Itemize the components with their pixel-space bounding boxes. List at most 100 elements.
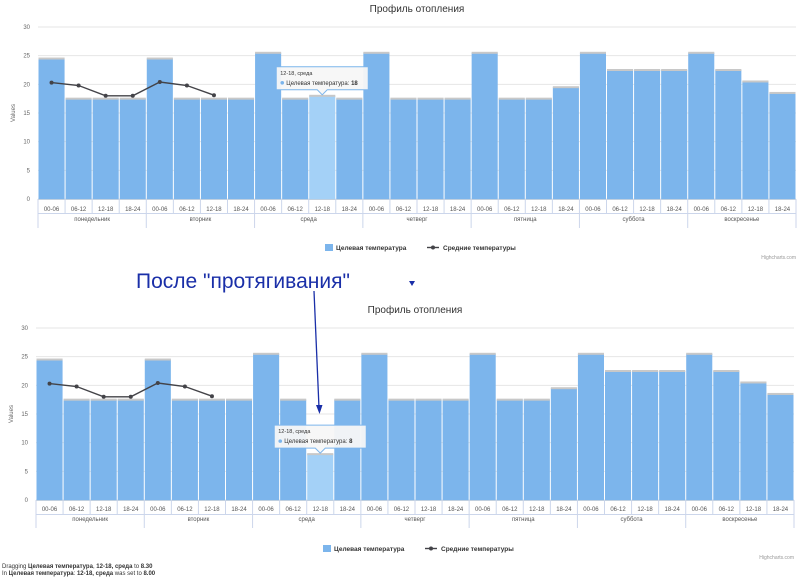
average-point	[103, 93, 108, 98]
y-tick-label: 30	[23, 25, 30, 31]
y-tick-label: 5	[27, 168, 31, 174]
x-tick-label: 12-18	[98, 207, 114, 213]
chart-title: Профиль отопления	[368, 304, 463, 316]
chart-title: Профиль отопления	[370, 3, 465, 15]
y-tick-label: 10	[23, 140, 30, 146]
bar	[146, 58, 173, 200]
bar	[552, 87, 579, 199]
bar	[65, 98, 92, 199]
x-tick-label: 00-06	[42, 507, 58, 513]
bar	[173, 98, 200, 199]
x-tick-label: 00-06	[475, 507, 491, 513]
x-tick-label: 18-24	[558, 207, 574, 213]
bar	[442, 399, 469, 500]
x-tick-label: 06-12	[179, 207, 195, 213]
tooltip: 12-18, среда Целевая температура: 18	[275, 66, 369, 96]
bar	[198, 399, 225, 500]
average-point	[130, 93, 135, 98]
bar-drag-handle	[579, 51, 606, 54]
bar-drag-handle	[469, 352, 496, 355]
bar-drag-handle	[523, 398, 550, 401]
legend-swatch-bars	[325, 244, 333, 251]
x-tick-label: 18-24	[125, 207, 141, 213]
bar-drag-handle	[119, 97, 146, 100]
legend-swatch-bars	[323, 545, 331, 552]
bar	[471, 52, 498, 199]
x-tick-label: 12-18	[96, 507, 112, 513]
bar	[525, 98, 552, 199]
legend: Целевая температура Средние температуры	[325, 244, 516, 252]
bar-drag-handle	[444, 97, 471, 100]
x-tick-label: 00-06	[692, 507, 708, 513]
bar-drag-handle	[363, 51, 390, 54]
bar-drag-handle	[713, 370, 740, 372]
bar-drag-handle	[498, 97, 525, 100]
bar-drag-handle	[659, 370, 686, 372]
bar-drag-handle	[686, 352, 713, 355]
y-tick-label: 15	[23, 111, 30, 117]
x-group-label: четверг	[405, 517, 427, 523]
y-tick-label: 20	[23, 82, 30, 88]
bar-drag-handle	[632, 370, 659, 372]
bar	[280, 399, 307, 500]
x-tick-label: 00-06	[477, 207, 493, 213]
bar-drag-handle	[171, 398, 198, 401]
x-tick-label: 18-24	[773, 507, 789, 513]
x-tick-label: 18-24	[664, 507, 680, 513]
bar	[742, 81, 769, 199]
bar-drag-handle	[92, 97, 119, 100]
x-tick-label: 06-12	[610, 507, 626, 513]
bar-drag-handle	[253, 352, 280, 355]
legend-label: Средние температуры	[443, 245, 516, 252]
x-tick-label: 00-06	[367, 507, 383, 513]
x-group-label: вторник	[190, 217, 212, 223]
bar	[388, 399, 415, 500]
bar	[769, 92, 796, 199]
bar-drag-handle	[117, 398, 144, 401]
average-point	[49, 80, 54, 85]
x-group-label: понедельник	[72, 517, 108, 523]
bar-drag-handle	[336, 97, 363, 100]
y-tick-label: 5	[25, 469, 29, 475]
bar	[226, 399, 253, 500]
bar-drag-handle	[552, 86, 579, 89]
tooltip-value: 8	[349, 439, 353, 445]
x-group-label: суббота	[622, 217, 645, 223]
bar-drag-handle	[605, 370, 632, 372]
bar-drag-handle	[36, 358, 63, 361]
legend-label: Средние температуры	[441, 546, 514, 553]
tooltip-series-name: Целевая температура:	[286, 81, 351, 87]
bar	[36, 359, 63, 500]
x-tick-label: 06-12	[396, 207, 412, 213]
bar-drag-handle	[361, 352, 388, 355]
tooltip-header: 12-18, среда	[278, 429, 311, 435]
bar	[740, 382, 767, 500]
annotation-text: После "протягивания"	[136, 270, 350, 293]
y-tick-label: 25	[23, 54, 30, 60]
x-tick-label: 12-18	[531, 207, 547, 213]
bar-drag-handle	[334, 398, 361, 401]
bar	[200, 98, 227, 199]
bar-drag-handle	[309, 94, 336, 97]
bar	[334, 399, 361, 500]
x-group-label: воскресенье	[722, 517, 758, 523]
x-tick-label: 18-24	[775, 207, 791, 213]
bar	[605, 371, 632, 500]
average-point	[47, 381, 52, 386]
bar-drag-handle	[282, 97, 309, 100]
bar-drag-handle	[144, 358, 171, 361]
bar-drag-handle	[146, 57, 173, 60]
bar	[767, 393, 794, 500]
bar-drag-handle	[769, 91, 796, 94]
x-tick-label: 00-06	[694, 207, 710, 213]
x-tick-label: 18-24	[666, 207, 682, 213]
chart-panel-1: Профиль отопления 0 5 10 15 20 25 30 Values 00-06…	[11, 3, 797, 261]
x-tick-label: 06-12	[394, 507, 410, 513]
tooltip-header: 12-18, среда	[280, 71, 313, 77]
bar-drag-handle	[417, 97, 444, 100]
bar-drag-handle	[688, 51, 715, 54]
bar-drag-handle	[715, 69, 742, 71]
x-tick-label: 06-12	[504, 207, 520, 213]
x-group-label: среда	[301, 217, 318, 223]
x-group-label: вторник	[188, 517, 210, 523]
